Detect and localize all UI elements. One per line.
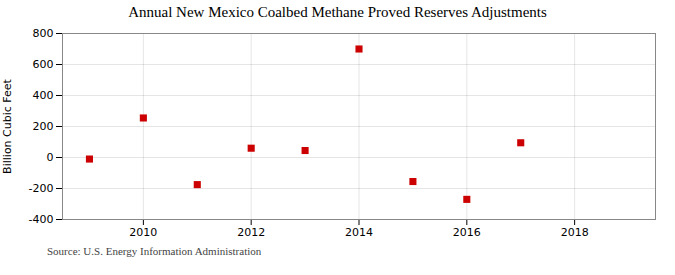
svg-text:-200: -200 xyxy=(29,182,54,195)
svg-text:2014: 2014 xyxy=(345,226,373,239)
svg-text:600: 600 xyxy=(33,58,54,71)
svg-text:200: 200 xyxy=(33,120,54,133)
svg-text:2018: 2018 xyxy=(561,226,589,239)
svg-text:-400: -400 xyxy=(29,213,54,226)
html-text:Source: U.S. Energy Informatio: Source: U.S. Energy Information Administ… xyxy=(47,245,262,257)
svg-text:Billion Cubic Feet: Billion Cubic Feet xyxy=(1,78,14,173)
svg-text:2012: 2012 xyxy=(237,226,265,239)
svg-text:2010: 2010 xyxy=(129,226,157,239)
svg-text:400: 400 xyxy=(33,89,54,102)
svg-text:2016: 2016 xyxy=(453,226,481,239)
svg-text:0: 0 xyxy=(47,151,54,164)
html-text:Annual New Mexico Coalbed Meth: Annual New Mexico Coalbed Methane Proved… xyxy=(128,4,547,20)
svg-text:800: 800 xyxy=(33,27,54,40)
